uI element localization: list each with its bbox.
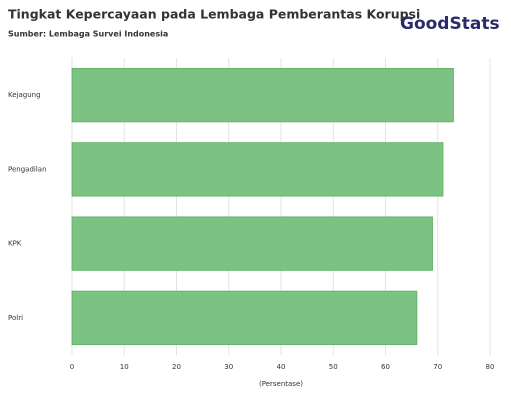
logo: GoodStats — [400, 14, 500, 34]
x-tick-label: 70 — [433, 363, 442, 371]
y-tick-label: Polri — [8, 314, 23, 322]
bar — [71, 67, 454, 123]
bar — [71, 142, 444, 197]
bar — [71, 290, 418, 346]
x-tick-label: 0 — [70, 363, 74, 371]
x-tick-label: 60 — [381, 363, 390, 371]
y-tick-label: Pengadilan — [8, 165, 47, 173]
chart-subtitle: Sumber: Lembaga Survei Indonesia — [8, 30, 168, 39]
x-tick-label: 10 — [120, 363, 129, 371]
y-tick-label: Kejagung — [8, 91, 41, 99]
y-tick-label: KPK — [8, 240, 22, 248]
x-tick-label: 80 — [486, 363, 495, 371]
x-tick-label: 20 — [172, 363, 181, 371]
x-tick-label: 30 — [224, 363, 233, 371]
bar — [71, 216, 433, 271]
chart-title: Tingkat Kepercayaan pada Lembaga Pembera… — [8, 7, 420, 22]
x-tick-label: 40 — [277, 363, 286, 371]
x-tick-label: 50 — [329, 363, 338, 371]
x-axis-label: (Persentase) — [259, 380, 303, 388]
